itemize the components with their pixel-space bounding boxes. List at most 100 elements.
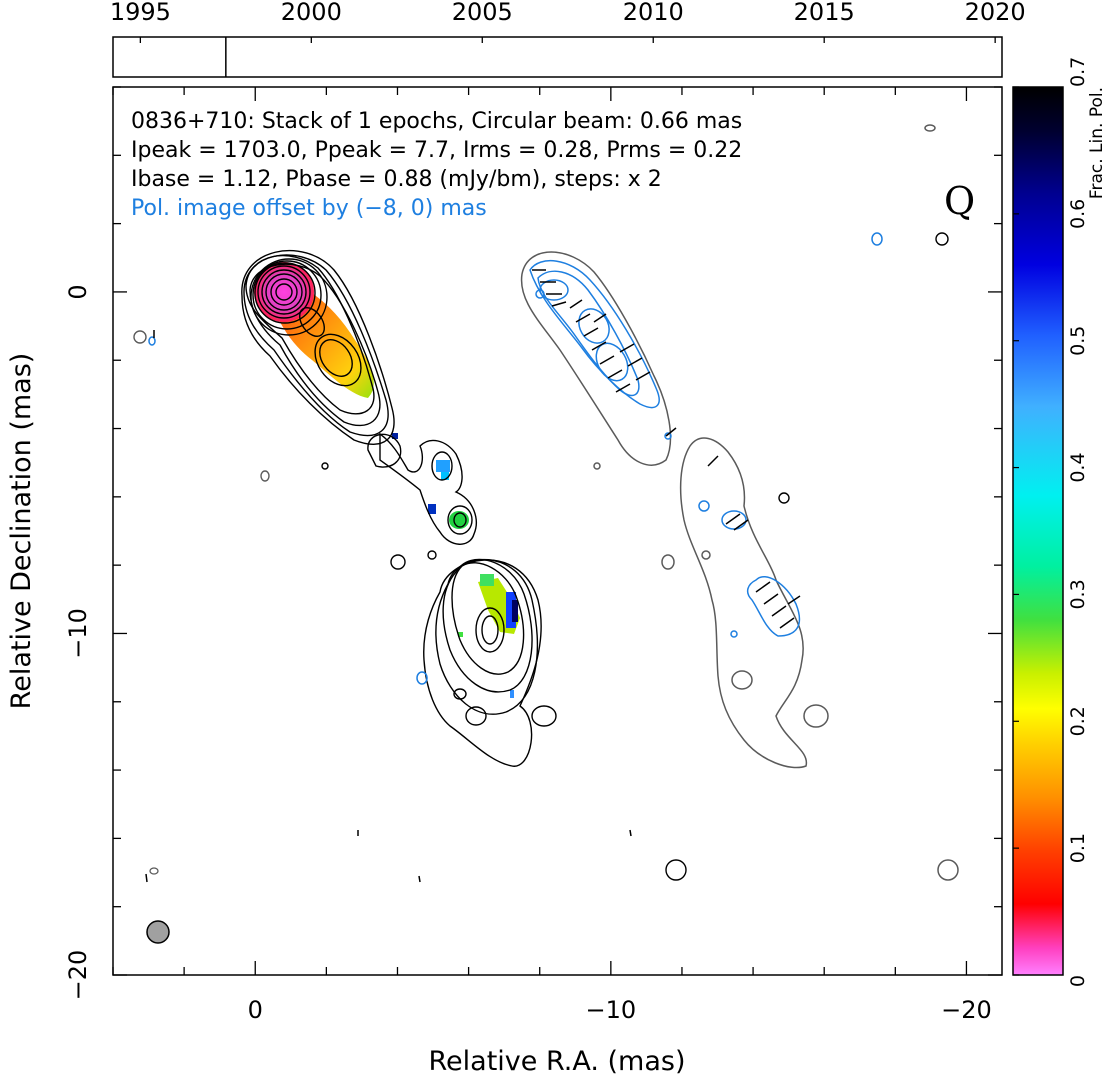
x-axis-label: Relative R.A. (mas) (429, 1046, 686, 1077)
timeline-year: 2010 (623, 0, 684, 26)
pol-contour-blob-3 (416, 671, 428, 685)
core-contour-7 (252, 260, 322, 330)
lower-jet-contour-3 (435, 558, 538, 715)
colorbar-tick-label: 0.1 (1067, 833, 1089, 863)
isolated-blob-1 (390, 554, 406, 570)
mid-jet-contour-1 (367, 433, 402, 468)
frac-pol-patch-i (512, 600, 518, 622)
isolated-blob-8 (778, 492, 790, 504)
colorbar-tick-label: 0 (1067, 975, 1089, 987)
timeline: 1995 2000 2005 2010 2015 2020 (110, 0, 1026, 78)
pol-contour-blob-1 (871, 232, 883, 246)
x-tick-labels: 0 −10 −20 (248, 996, 992, 1024)
pol-contour-blob-5 (535, 289, 545, 299)
colorbar-tick-label: 0.6 (1067, 199, 1089, 229)
colorbar-tick-label: 0.2 (1067, 706, 1089, 736)
frac-pol-patch-h (506, 592, 516, 628)
axis-ticks (112, 86, 1002, 976)
core-contour-3 (265, 273, 303, 311)
timeline-frame (112, 36, 1003, 78)
colorbar-tick-label: 0.7 (1067, 57, 1089, 87)
frac-pol-patch-g (480, 574, 494, 586)
pol-contour-blob-7 (730, 630, 738, 638)
lower-knot-contour-1 (481, 615, 499, 645)
colorbar-tick-label: 0.5 (1067, 326, 1089, 356)
frac-pol-patch-a (436, 460, 450, 472)
offset-note: Pol. image offset by (−8, 0) mas (131, 196, 487, 221)
offset-i-blob-2 (803, 704, 829, 728)
offset-i-blob-5 (701, 550, 711, 560)
header-line-1: 0836+710: Stack of 1 epochs, Circular be… (131, 109, 742, 134)
core-contour-6 (254, 262, 316, 324)
lower-jet-contour-2 (442, 558, 533, 693)
y-tick-label: −20 (64, 950, 92, 1001)
jet-knot-contour-2 (314, 333, 362, 387)
isolated-blob-4 (260, 470, 270, 482)
offset-i-blob-3 (937, 859, 959, 881)
lower-blob-1 (465, 706, 487, 726)
mid-knot-contour-2 (447, 505, 473, 535)
lower-jet-contour-1 (451, 562, 525, 675)
colorbar-label: Frac. Lin. Pol. (1087, 87, 1107, 199)
timeline-year: 2005 (452, 0, 513, 26)
frac-pol-core (254, 262, 314, 322)
plot-area (133, 124, 959, 944)
pol-contour-blob-2 (698, 500, 710, 512)
frac-pol-patch-j (458, 632, 463, 637)
offset-i-outline (520, 251, 808, 769)
isolated-blob-6 (665, 859, 687, 881)
evpa-ticks (145, 269, 801, 883)
jet-knot-contour-3 (298, 306, 326, 338)
mid-jet-contour-2 (379, 432, 477, 545)
plot-frame (112, 86, 1003, 976)
jet-contour-2 (249, 263, 381, 427)
isolated-blob-3 (321, 462, 329, 470)
band-label: Q (944, 179, 975, 223)
lower-blob-3 (531, 705, 557, 727)
header-line-3: Ibase = 1.12, Pbase = 0.88 (mJy/bm), ste… (131, 167, 662, 192)
colorbar-ticks: 0 0.1 0.2 0.3 0.4 0.5 0.6 0.7 (1013, 57, 1089, 987)
offset-i-blob-6 (593, 462, 601, 470)
jet-contour-3 (243, 254, 389, 437)
header-line-2: Ipeak = 1703.0, Ppeak = 7.7, Irms = 0.28… (131, 138, 742, 163)
colorbar-gradient (1012, 86, 1064, 976)
lower-knot-contour-2 (475, 607, 505, 653)
isolated-blob-2 (427, 550, 437, 560)
core-contour-2 (270, 278, 298, 306)
timeline-year: 2015 (794, 0, 855, 26)
x-tick-label: 0 (248, 996, 263, 1024)
isolated-blob-7 (935, 232, 949, 246)
isolated-blob-5 (133, 330, 147, 344)
core-contour-5 (257, 265, 311, 319)
frac-pol-patch-k (510, 690, 514, 698)
colorbar: 0 0.1 0.2 0.3 0.4 0.5 0.6 0.7 Frac. Lin. Pol. (1012, 57, 1107, 987)
offset-i-blob-1 (731, 670, 753, 690)
timeline-year: 1995 (110, 0, 171, 26)
lower-blob-2 (453, 688, 467, 700)
pol-contour-mid-knot (721, 510, 747, 530)
pol-contour-lower (746, 575, 801, 637)
stokes-i-contours (133, 232, 949, 881)
y-tick-labels: 0 −10 −20 (64, 284, 92, 1000)
offset-i-blob-4 (661, 554, 675, 570)
colorbar-tick-label: 0.4 (1067, 452, 1089, 482)
frac-pol-patch-e (392, 433, 398, 439)
frac-pol-patch-c (428, 504, 436, 514)
x-tick-label: −20 (941, 996, 992, 1024)
pol-contour-blob-6 (664, 432, 672, 440)
pol-contour-blob-4 (148, 336, 156, 346)
offset-i-blob-7 (924, 124, 936, 132)
jet-contour-1 (245, 254, 375, 415)
pol-contour-knot-2 (578, 308, 610, 344)
x-tick-label: −10 (586, 996, 637, 1024)
y-tick-label: −10 (64, 608, 92, 659)
timeline-year: 2020 (965, 0, 1026, 26)
colorbar-tick-label: 0.3 (1067, 579, 1089, 609)
frac-pol-patch-b (441, 472, 449, 480)
pol-contour-mid (537, 270, 640, 397)
lower-jet-contour-4 (423, 559, 542, 767)
timeline-year: 2000 (281, 0, 342, 26)
small-gray-blob (149, 867, 159, 875)
y-axis-label: Relative Declination (mas) (6, 353, 37, 710)
